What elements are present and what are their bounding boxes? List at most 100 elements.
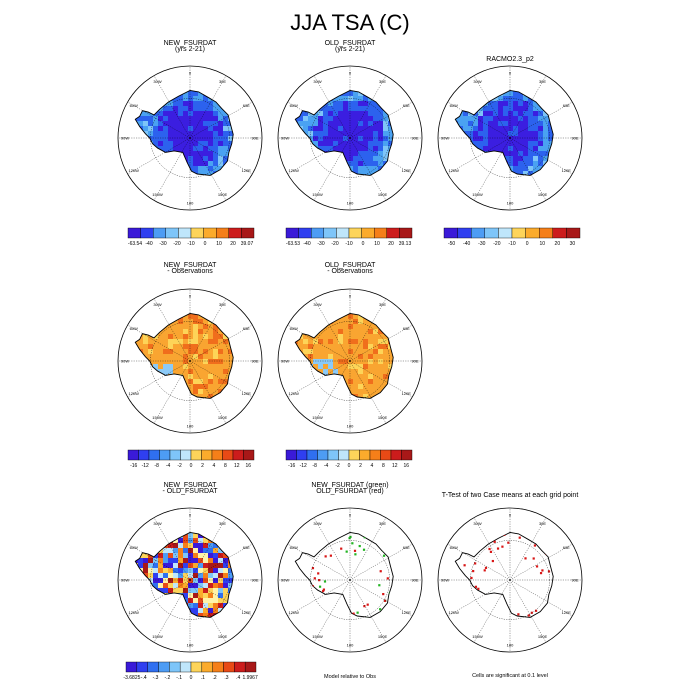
grid-cell	[338, 334, 344, 340]
grid-cell	[288, 294, 293, 299]
grid-cell	[293, 196, 298, 201]
grid-cell	[498, 101, 504, 107]
grid-cell	[298, 76, 303, 81]
grid-cell	[173, 538, 179, 544]
grid-cell	[403, 364, 408, 369]
grid-cell	[203, 90, 209, 92]
grid-cell	[138, 141, 144, 147]
grid-cell	[208, 106, 214, 112]
grid-cell	[558, 141, 563, 146]
grid-cell	[178, 319, 184, 325]
grid-cell	[403, 196, 408, 201]
grid-cell	[158, 533, 164, 539]
grid-cell	[443, 141, 448, 146]
grid-cell	[343, 96, 349, 102]
grid-cell	[333, 156, 339, 162]
grid-cell	[408, 181, 413, 186]
grid-cell	[173, 156, 179, 162]
grid-cell	[178, 294, 183, 299]
grid-cell	[368, 201, 373, 206]
grid-cell	[138, 379, 144, 385]
grid-cell	[368, 374, 374, 380]
grid-cell	[278, 319, 283, 324]
grid-cell	[148, 384, 154, 390]
grid-cell	[313, 136, 319, 142]
grid-cell	[173, 141, 179, 147]
grid-cell	[218, 508, 223, 513]
grid-cell	[193, 71, 198, 76]
grid-cell	[368, 126, 374, 132]
grid-cell	[473, 126, 479, 132]
grid-cell	[233, 329, 234, 335]
grid-cell	[298, 181, 303, 186]
grid-cell	[118, 518, 123, 523]
grid-cell	[455, 156, 459, 162]
grid-cell	[233, 369, 234, 375]
grid-cell	[193, 374, 199, 380]
grid-cell	[518, 71, 523, 76]
grid-cell	[488, 156, 494, 162]
colorbar-tick-label: -30	[478, 241, 485, 247]
grid-cell	[153, 329, 159, 335]
grid-cell	[523, 186, 528, 191]
grid-cell	[178, 186, 183, 191]
grid-cell	[233, 313, 234, 315]
grid-cell	[308, 349, 314, 355]
grid-cell	[378, 384, 384, 390]
grid-cell	[178, 334, 184, 340]
grid-cell	[168, 424, 173, 429]
grid-cell	[343, 313, 349, 315]
grid-cell	[198, 563, 204, 569]
grid-cell	[308, 136, 314, 142]
grid-cell	[243, 364, 248, 369]
grid-cell	[538, 111, 544, 117]
grid-cell	[548, 166, 554, 172]
grid-cell	[213, 90, 219, 92]
grid-cell	[338, 319, 344, 325]
grid-cell	[393, 329, 394, 335]
grid-cell	[203, 121, 209, 127]
grid-cell	[388, 101, 394, 107]
grid-cell	[208, 419, 213, 424]
grid-cell	[553, 141, 554, 147]
grid-cell	[213, 573, 219, 579]
grid-cell	[253, 289, 258, 294]
meridian-line	[189, 137, 227, 201]
grid-cell	[348, 91, 354, 97]
grid-cell	[393, 419, 398, 424]
grid-cell	[328, 121, 334, 127]
grid-cell	[223, 359, 229, 365]
grid-cell	[418, 404, 423, 409]
grid-cell	[258, 354, 263, 359]
grid-cell	[348, 121, 354, 127]
grid-cell	[135, 91, 139, 97]
grid-cell	[143, 294, 148, 299]
grid-cell	[178, 518, 183, 523]
grid-cell	[513, 111, 519, 117]
grid-cell	[408, 151, 413, 156]
longitude-label: 150W	[312, 192, 323, 197]
grid-cell	[508, 96, 514, 102]
grid-cell	[413, 294, 418, 299]
grid-cell	[568, 86, 573, 91]
grid-cell	[278, 374, 283, 379]
grid-cell	[383, 111, 389, 117]
grid-cell	[223, 313, 229, 315]
grid-cell	[463, 156, 469, 162]
grid-cell	[158, 374, 164, 380]
longitude-label: 30W	[313, 302, 321, 307]
grid-cell	[358, 304, 363, 309]
grid-cell	[513, 126, 519, 132]
grid-cell	[253, 379, 258, 384]
grid-cell	[348, 111, 354, 117]
grid-cell	[208, 404, 213, 409]
grid-cell	[323, 339, 329, 345]
grid-cell	[258, 294, 263, 299]
meridian-line	[189, 360, 227, 424]
grid-cell	[408, 206, 413, 211]
grid-cell	[363, 424, 368, 429]
grid-cell	[293, 206, 298, 211]
grid-cell	[503, 91, 509, 97]
grid-cell	[303, 289, 308, 294]
grid-cell	[253, 409, 258, 414]
